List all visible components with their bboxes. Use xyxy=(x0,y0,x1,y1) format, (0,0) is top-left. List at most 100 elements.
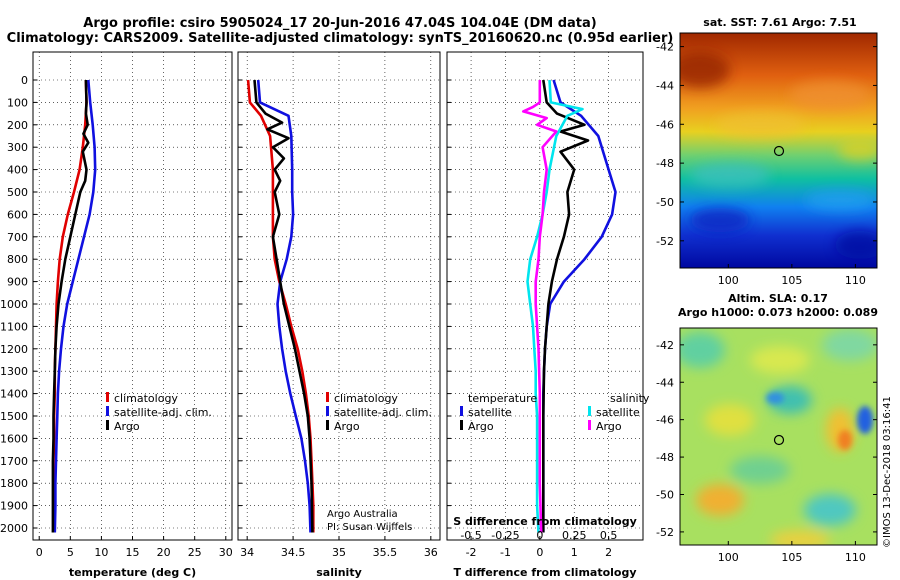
legend-swatch-satellite xyxy=(106,406,109,416)
argo-location-marker xyxy=(773,145,785,157)
x-tick-label: 25 xyxy=(188,546,202,559)
lon-tick-label: 105 xyxy=(781,551,802,564)
sla-map-title-2: Argo h1000: 0.073 h2000: 0.089 xyxy=(678,306,878,319)
legend-swatch-argo xyxy=(326,420,329,430)
legend-label-argo: Argo xyxy=(114,420,140,433)
legend-label-s-satellite: satellite xyxy=(596,406,640,419)
series-line-satellite-adj-clim- xyxy=(53,79,97,533)
lat-tick-label: -48 xyxy=(656,451,674,464)
lat-tick-label: -44 xyxy=(656,376,674,389)
title-line-1: Argo profile: csiro 5905024_17 20-Jun-20… xyxy=(83,16,596,31)
x-tick-label: 36 xyxy=(424,546,438,559)
lon-tick-label: 100 xyxy=(718,551,739,564)
argo-location-marker xyxy=(773,434,785,446)
salinity-legend: climatology satellite-adj. clim. Argo Ar… xyxy=(326,392,432,533)
temperature-panel: 0 5 10 15 20 25 30 temperature (deg C) 0 100 200 30… xyxy=(0,51,233,579)
x-tick-label: 20 xyxy=(157,546,171,559)
x-tick-label: 0 xyxy=(536,546,543,559)
legend-label-t-satellite: satellite xyxy=(468,406,512,419)
lon-tick-label: 110 xyxy=(845,274,866,287)
legend-swatch-argo xyxy=(106,420,109,430)
difference-panel: -2 -1 0 1 2 T difference from climatology S di… xyxy=(446,51,644,579)
x-tick-label: 30 xyxy=(219,546,233,559)
y-tick-label: 1000 xyxy=(0,298,28,311)
s-tick-label: 0 xyxy=(536,529,543,542)
lat-tick-label: -42 xyxy=(656,41,674,54)
y-tick-label: 600 xyxy=(7,208,28,221)
legend-label-satellite: satellite-adj. clim. xyxy=(334,406,432,419)
sla-map: Altim. SLA: 0.17 Argo h1000: 0.073 h2000… xyxy=(656,292,878,564)
difference-legend: temperature salinity satellite Argo sate… xyxy=(460,392,650,433)
x-axis-label: temperature (deg C) xyxy=(69,566,196,579)
plot-frame xyxy=(446,51,644,541)
y-tick-label: 1200 xyxy=(0,343,28,356)
lat-tick-label: -52 xyxy=(656,526,674,539)
y-tick-label: 800 xyxy=(7,253,28,266)
series-line-argo xyxy=(253,79,314,533)
title-line-2: Climatology: CARS2009. Satellite-adjuste… xyxy=(7,31,674,46)
lat-tick-label: -44 xyxy=(656,79,674,92)
x-tick-label: 0 xyxy=(36,546,43,559)
plot-area xyxy=(447,52,643,540)
temperature-legend: climatology satellite-adj. clim. Argo xyxy=(106,392,212,433)
y-tick-label: 300 xyxy=(7,141,28,154)
s-tick-label: 0.25 xyxy=(562,529,587,542)
x-tick-label: 2 xyxy=(605,546,612,559)
x-tick-label: 34 xyxy=(240,546,254,559)
s-axis-label: S difference from climatology xyxy=(453,515,637,528)
legend-swatch-climatology xyxy=(326,392,329,402)
sst-map-title: sat. SST: 7.61 Argo: 7.51 xyxy=(703,16,856,29)
y-tick-label: 100 xyxy=(7,96,28,109)
x-tick-label: 34.5 xyxy=(281,546,306,559)
y-tick-label: 1900 xyxy=(0,500,28,513)
x-tick-label: 1 xyxy=(571,546,578,559)
legend-swatch-t-satellite xyxy=(460,406,463,416)
y-tick-label: 900 xyxy=(7,276,28,289)
lat-tick-label: -52 xyxy=(656,235,674,248)
series-line-t-argo xyxy=(541,79,590,533)
lat-tick-label: -46 xyxy=(656,414,674,427)
s-tick-label: -0.25 xyxy=(491,529,519,542)
imos-credit: ©IMOS 13-Dec-2018 03:16:41 xyxy=(882,396,893,548)
y-tick-label: 1500 xyxy=(0,410,28,423)
x-tick-label: 10 xyxy=(94,546,108,559)
series-line-satellite-adj-clim- xyxy=(256,79,312,533)
y-tick-label: 500 xyxy=(7,186,28,199)
legend-swatch-s-argo xyxy=(588,420,591,430)
y-tick-label: 1400 xyxy=(0,388,28,401)
x-axis-label: T difference from climatology xyxy=(453,566,636,579)
legend-label-argo: Argo xyxy=(334,420,360,433)
legend-label-satellite: satellite-adj. clim. xyxy=(114,406,212,419)
legend-label-t-argo: Argo xyxy=(468,420,494,433)
credit-argo-australia: Argo Australia xyxy=(327,509,398,520)
sla-map-title-1: Altim. SLA: 0.17 xyxy=(728,292,828,305)
s-tick-label: 0.5 xyxy=(600,529,618,542)
credit-pi: PI: Susan Wijffels xyxy=(327,522,412,533)
lon-tick-label: 105 xyxy=(781,274,802,287)
series-line-s-argo xyxy=(521,80,558,533)
y-tick-label: 1800 xyxy=(0,477,28,490)
legend-label-s-argo: Argo xyxy=(596,420,622,433)
lat-tick-label: -50 xyxy=(656,196,674,209)
sla-map-frame xyxy=(679,327,878,546)
y-tick-label: 200 xyxy=(7,119,28,132)
legend-swatch-satellite xyxy=(326,406,329,416)
lat-tick-label: -46 xyxy=(656,118,674,131)
y-tick-label: 1300 xyxy=(0,365,28,378)
series-line-s-satellite xyxy=(526,79,584,533)
y-tick-label: 1600 xyxy=(0,432,28,445)
legend-title-salinity: salinity xyxy=(610,392,650,405)
salinity-panel: 34 34.5 35 35.5 36 salinity xyxy=(237,51,441,579)
x-tick-label: 35 xyxy=(332,546,346,559)
y-tick-label: 2000 xyxy=(0,522,28,535)
legend-swatch-t-argo xyxy=(460,420,463,430)
legend-label-climatology: climatology xyxy=(114,392,178,405)
s-tick-label: -0.5 xyxy=(460,529,481,542)
y-tick-label: 400 xyxy=(7,164,28,177)
y-tick-label: 1700 xyxy=(0,455,28,468)
x-axis-label: salinity xyxy=(316,566,362,579)
sst-map: sat. SST: 7.61 Argo: 7.51 -42 -44 -46 -48 -5… xyxy=(656,16,878,287)
x-tick-label: -2 xyxy=(466,546,477,559)
legend-title-temperature: temperature xyxy=(468,392,537,405)
